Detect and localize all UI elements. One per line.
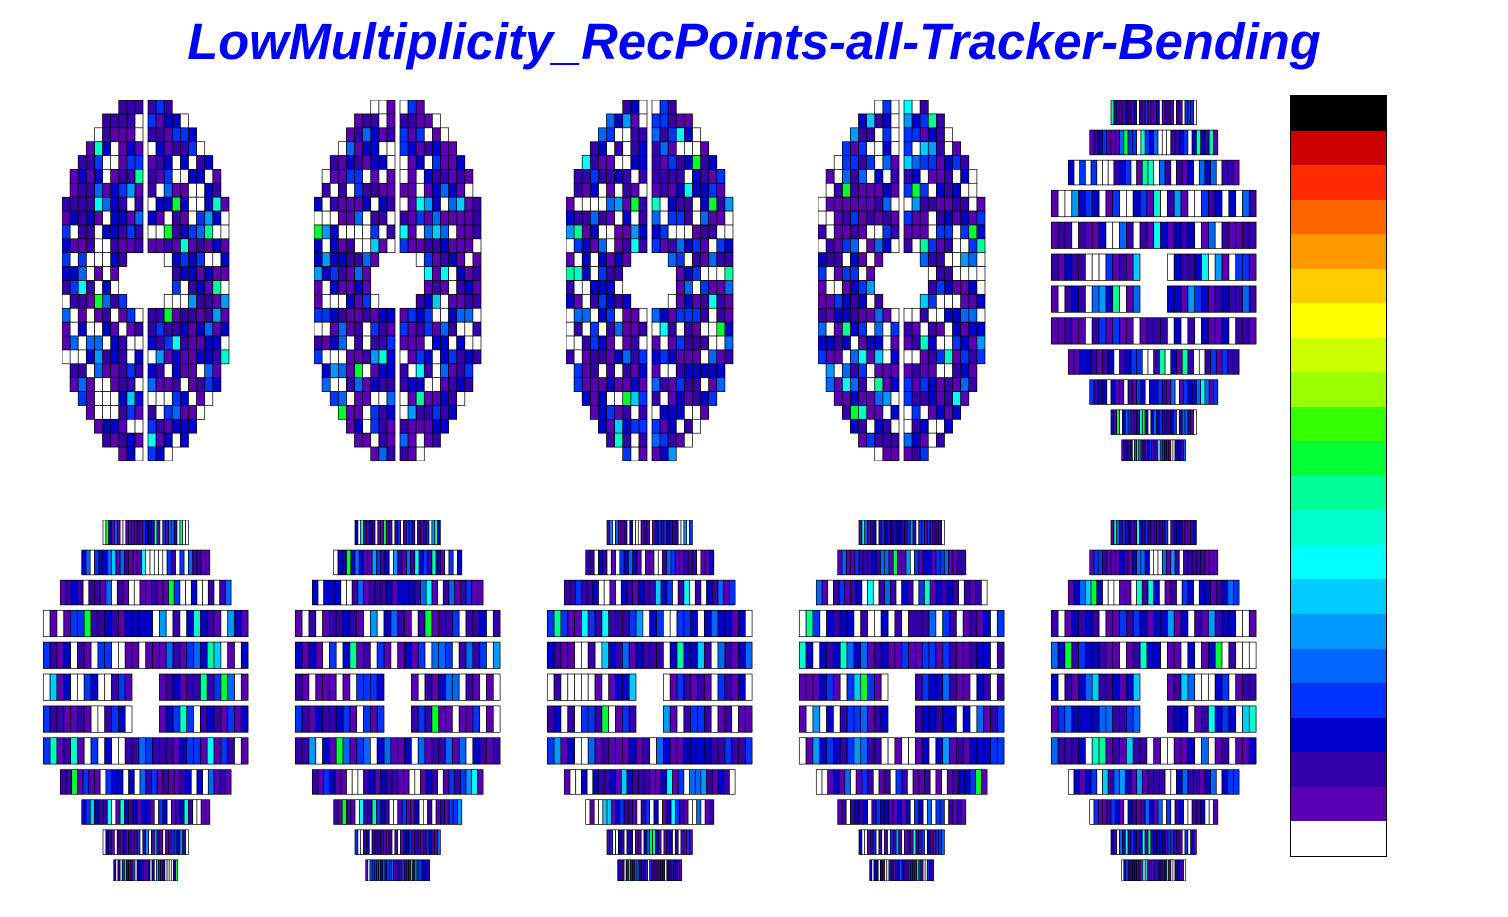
- detector-panel-3: [534, 90, 766, 470]
- oval-map: [62, 100, 229, 461]
- ladder-map: [795, 520, 1008, 881]
- colorbar-band: [1291, 614, 1386, 649]
- colorbar-band: [1291, 407, 1386, 442]
- colorbar-band: [1291, 579, 1386, 614]
- detector-panel-2: [282, 90, 514, 470]
- colorbar-band: [1291, 441, 1386, 476]
- colorbar-band: [1291, 510, 1386, 545]
- colorbar-band: [1291, 752, 1386, 787]
- detector-panel-4: [786, 90, 1018, 470]
- colorbar-band: [1291, 165, 1386, 200]
- colorbar-band: [1291, 338, 1386, 373]
- colorbar-band: [1291, 303, 1386, 338]
- colorbar-band: [1291, 234, 1386, 269]
- colorbar-band: [1291, 476, 1386, 511]
- colorbar: [1290, 95, 1387, 857]
- ladder-map: [291, 520, 504, 881]
- oval-map: [314, 100, 481, 461]
- oval-map: [566, 100, 733, 461]
- colorbar-band: [1291, 269, 1386, 304]
- oval-map: [818, 100, 985, 461]
- detector-panel-9: [786, 510, 1018, 890]
- detector-panel-7: [282, 510, 514, 890]
- ladder-map: [39, 520, 252, 881]
- colorbar-band: [1291, 683, 1386, 718]
- plot-area: [0, 0, 1508, 917]
- detector-panel-1: [30, 90, 262, 470]
- colorbar-band: [1291, 372, 1386, 407]
- ladder-map: [1047, 520, 1260, 881]
- detector-panel-10: [1038, 510, 1270, 890]
- ladder-map: [1047, 100, 1260, 461]
- colorbar-band: [1291, 96, 1386, 131]
- detector-panel-6: [30, 510, 262, 890]
- panel-grid: [30, 90, 1270, 890]
- colorbar-band: [1291, 200, 1386, 235]
- detector-panel-5: [1038, 90, 1270, 470]
- colorbar-band: [1291, 131, 1386, 166]
- detector-panel-8: [534, 510, 766, 890]
- ladder-map: [543, 520, 756, 881]
- colorbar-band: [1291, 649, 1386, 684]
- colorbar-band: [1291, 787, 1386, 822]
- colorbar-band: [1291, 821, 1386, 856]
- colorbar-band: [1291, 718, 1386, 753]
- colorbar-band: [1291, 545, 1386, 580]
